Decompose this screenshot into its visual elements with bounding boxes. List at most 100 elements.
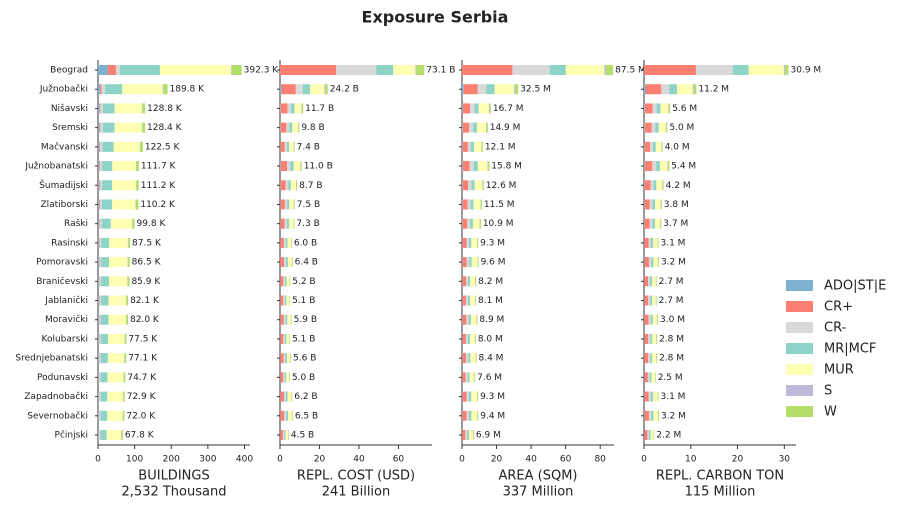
bar-segment bbox=[652, 218, 655, 229]
bar-segment bbox=[289, 295, 291, 306]
bar-segment bbox=[648, 237, 651, 248]
bar-segment bbox=[286, 333, 290, 344]
bar-segment bbox=[108, 314, 126, 325]
bar-segment bbox=[462, 180, 463, 191]
bar-segment bbox=[284, 276, 287, 287]
bar-segment bbox=[466, 391, 469, 402]
bar-segment bbox=[280, 333, 284, 344]
bar-segment bbox=[288, 410, 292, 421]
bar-segment bbox=[100, 333, 108, 344]
y-tick-label: Pčinjski bbox=[55, 430, 88, 441]
bar-segment bbox=[653, 180, 657, 191]
y-tick-label: Mačvanski bbox=[41, 141, 88, 152]
bar-segment bbox=[415, 65, 417, 75]
bar-segment bbox=[289, 276, 291, 287]
bar-segment bbox=[98, 391, 99, 402]
bar-segment bbox=[112, 161, 137, 172]
bar-segment bbox=[659, 161, 668, 172]
bar-segment bbox=[336, 65, 377, 75]
bar-segment bbox=[648, 391, 651, 402]
bar-segment bbox=[487, 161, 488, 172]
total-label: 87.5 K bbox=[132, 238, 162, 248]
bar-segment bbox=[470, 314, 477, 325]
x-axis-sublabel: 241 Billion bbox=[322, 485, 391, 500]
total-label: 8.2 M bbox=[478, 277, 503, 287]
bar-segment bbox=[123, 391, 125, 402]
bar-segment bbox=[231, 65, 242, 75]
x-tick-label: 60 bbox=[560, 455, 572, 465]
x-tick-label: 300 bbox=[199, 455, 216, 465]
bar-segment bbox=[98, 141, 100, 152]
bar-segment bbox=[107, 391, 123, 402]
bar-segment bbox=[286, 295, 290, 306]
total-label: 11.2 M bbox=[698, 85, 729, 95]
bar-segment bbox=[660, 199, 662, 210]
bar-segment bbox=[658, 410, 659, 421]
bar-segment bbox=[467, 372, 470, 383]
bar-segment bbox=[99, 276, 102, 287]
total-label: 9.4 M bbox=[480, 411, 505, 421]
total-label: 8.9 M bbox=[479, 315, 504, 325]
bar-segment bbox=[102, 103, 115, 114]
bar-segment bbox=[470, 141, 475, 152]
bar-segment bbox=[487, 161, 490, 172]
x-axis-sublabel: 337 Million bbox=[503, 485, 574, 500]
total-label: 11.7 B bbox=[305, 104, 334, 114]
bar-segment bbox=[465, 276, 469, 287]
bar-segment bbox=[98, 295, 100, 306]
bar-segment bbox=[100, 122, 103, 133]
total-label: 9.3 M bbox=[480, 392, 505, 402]
bar-segment bbox=[644, 161, 645, 172]
bar-segment bbox=[280, 199, 285, 210]
bar-segment bbox=[98, 410, 99, 421]
bar-segment bbox=[98, 65, 108, 75]
bar-segment bbox=[652, 333, 657, 344]
bar-segment bbox=[470, 353, 476, 364]
bar-segment bbox=[489, 103, 491, 114]
bar-segment bbox=[652, 199, 656, 210]
bar-segment bbox=[661, 84, 670, 95]
bar-segment bbox=[102, 161, 113, 172]
bar-segment bbox=[652, 141, 656, 152]
bar-segment bbox=[648, 276, 651, 287]
bar-segment bbox=[98, 372, 100, 383]
bar-segment bbox=[98, 353, 99, 364]
total-label: 24.2 B bbox=[330, 85, 359, 95]
bar-segment bbox=[101, 84, 105, 95]
bar-segment bbox=[98, 103, 100, 114]
bar-segment bbox=[785, 65, 789, 75]
bar-segment bbox=[462, 314, 467, 325]
y-tick-label: Podunavski bbox=[37, 373, 88, 383]
bar-segment bbox=[280, 430, 283, 440]
bar-segment bbox=[653, 410, 658, 421]
total-label: 8.7 B bbox=[299, 181, 322, 191]
bar-segment bbox=[280, 353, 284, 364]
bar-segment bbox=[647, 430, 649, 440]
total-label: 111.2 K bbox=[141, 181, 177, 191]
bar-segment bbox=[662, 180, 664, 191]
bar-segment bbox=[653, 430, 655, 440]
total-label: 3.1 M bbox=[660, 392, 685, 402]
bar-segment bbox=[469, 161, 474, 172]
total-label: 11.0 B bbox=[304, 162, 333, 172]
bar-segment bbox=[473, 122, 477, 133]
bar-segment bbox=[465, 372, 468, 383]
x-tick-label: 40 bbox=[525, 455, 537, 465]
bar-segment bbox=[494, 84, 515, 95]
bar-segment bbox=[289, 122, 293, 133]
total-label: 6.0 B bbox=[294, 238, 317, 248]
bar-segment bbox=[656, 103, 661, 114]
bar-segment bbox=[650, 391, 654, 402]
bar-segment bbox=[99, 430, 101, 440]
bar-segment bbox=[655, 141, 662, 152]
bar-segment bbox=[98, 84, 101, 95]
bar-segment bbox=[98, 199, 100, 210]
bar-segment bbox=[98, 122, 100, 133]
bar-segment bbox=[658, 257, 659, 268]
bar-segment bbox=[668, 103, 671, 114]
bar-segment bbox=[293, 141, 295, 152]
bar-segment bbox=[462, 161, 470, 172]
bar-segment bbox=[677, 84, 693, 95]
bar-segment bbox=[287, 141, 290, 152]
